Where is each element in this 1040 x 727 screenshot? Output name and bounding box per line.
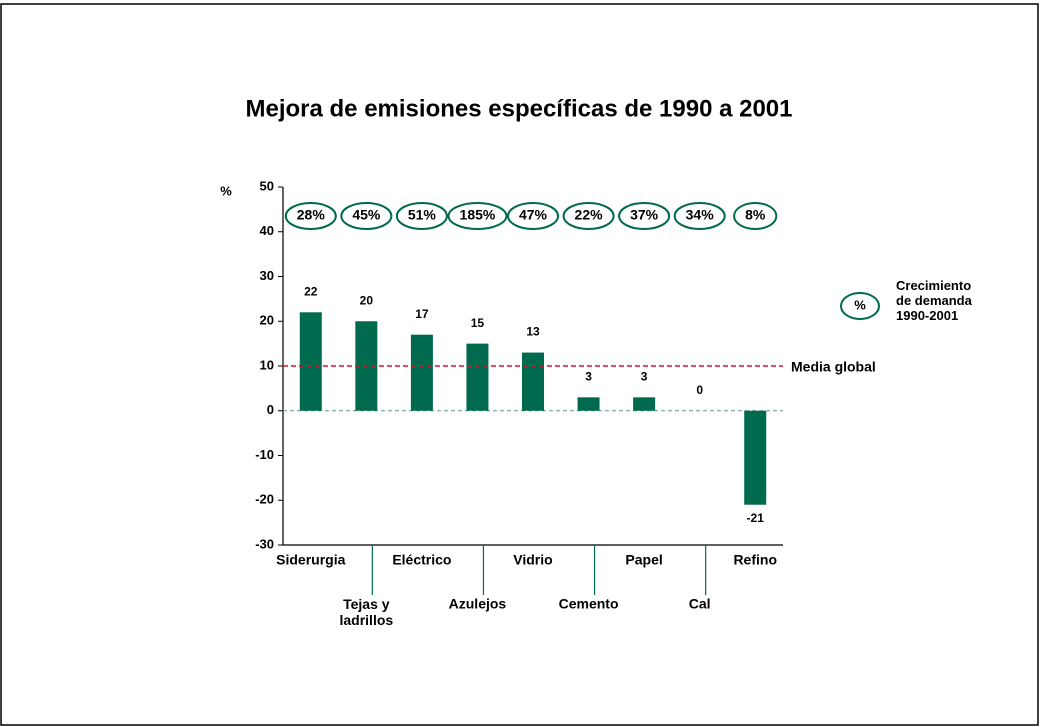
growth-label: 51% — [408, 207, 437, 223]
growth-oval — [733, 202, 778, 230]
value-label: -21 — [747, 511, 765, 525]
bar — [466, 343, 489, 411]
growth-oval — [618, 202, 671, 230]
bar — [577, 397, 600, 411]
value-label: 13 — [526, 325, 540, 339]
growth-oval — [506, 202, 560, 230]
growth-label: 22% — [575, 207, 604, 223]
bar — [522, 352, 544, 411]
y-tick-label: -20 — [255, 492, 274, 507]
growth-oval — [562, 202, 615, 230]
bar — [633, 397, 656, 411]
growth-label: 47% — [519, 207, 548, 223]
growth-oval — [340, 202, 393, 230]
legend-symbol: % — [854, 297, 866, 312]
bar — [744, 410, 767, 505]
chart-title: Mejora de emisiones específicas de 1990 … — [246, 95, 793, 122]
y-tick-label: -30 — [255, 536, 274, 551]
x-tick-label: Refino — [733, 552, 777, 568]
x-tick-label: Vidrio — [513, 552, 552, 568]
y-tick-label: 0 — [267, 402, 274, 417]
y-tick-label: 20 — [260, 313, 274, 328]
value-label: 15 — [471, 316, 485, 330]
y-tick-label: 10 — [260, 357, 274, 372]
value-label: 17 — [415, 307, 429, 321]
x-tick-label: Papel — [625, 552, 662, 568]
growth-oval — [284, 202, 337, 230]
legend-oval — [840, 292, 880, 320]
growth-label: 37% — [630, 207, 659, 223]
growth-label: 8% — [745, 207, 766, 223]
value-label: 3 — [585, 369, 592, 383]
frame — [0, 3, 1039, 726]
growth-oval — [673, 202, 726, 230]
bar — [410, 334, 433, 411]
x-tick-label: Azulejos — [449, 596, 507, 612]
x-tick-label: Cemento — [559, 596, 619, 612]
growth-label: 28% — [297, 207, 326, 223]
growth-label: 45% — [352, 207, 381, 223]
growth-label: 34% — [686, 207, 715, 223]
value-label: 22 — [304, 284, 318, 298]
value-label: 20 — [360, 293, 374, 307]
x-tick-label: Eléctrico — [392, 552, 451, 568]
y-tick-label: 30 — [260, 268, 274, 283]
x-tick-label: Tejas y ladrillos — [339, 596, 393, 628]
growth-oval — [395, 202, 448, 230]
y-tick-label: -10 — [255, 447, 274, 462]
legend-label: Crecimiento de demanda 1990-2001 — [896, 278, 973, 323]
x-tick-label: Siderurgia — [276, 552, 345, 568]
x-tick-label: Cal — [689, 596, 711, 612]
y-unit: % — [220, 183, 232, 198]
value-label: 0 — [696, 383, 703, 397]
bar — [299, 312, 322, 411]
y-tick-label: 40 — [260, 223, 274, 238]
growth-oval — [447, 202, 508, 230]
reference-label: Media global — [791, 359, 876, 375]
y-tick-label: 50 — [260, 178, 274, 193]
value-label: 3 — [641, 369, 648, 383]
growth-label: 185% — [460, 207, 496, 223]
